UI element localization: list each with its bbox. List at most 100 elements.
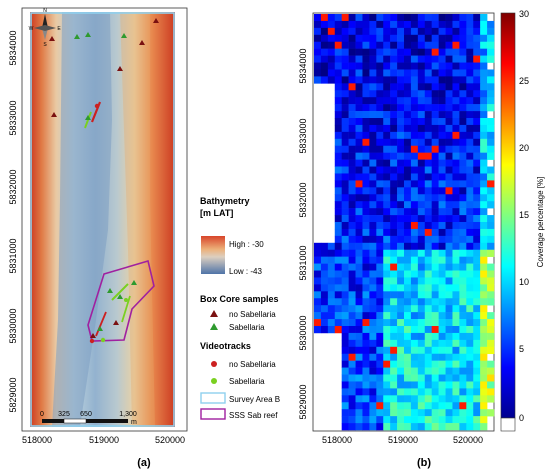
- heatmap-cell: [466, 416, 474, 424]
- heatmap-cell: [390, 249, 398, 257]
- heatmap-cell: [445, 90, 453, 98]
- heatmap-cell: [417, 215, 426, 223]
- heatmap-cell: [404, 270, 412, 278]
- heatmap-cell: [334, 55, 342, 63]
- heatmap-cell: [459, 332, 467, 341]
- heatmap-cell: [410, 48, 419, 56]
- heatmap-cell: [459, 222, 467, 230]
- heatmap-cell: [410, 41, 419, 49]
- heatmap-cell: [348, 360, 356, 368]
- heatmap-cell: [390, 104, 398, 112]
- heatmap-cell: [369, 97, 377, 105]
- heatmap-cell: [466, 319, 474, 327]
- heatmap-cell: [369, 416, 377, 424]
- heatmap-cell: [334, 83, 342, 91]
- heatmap-cell: [487, 395, 495, 403]
- heatmap-cell: [397, 367, 405, 375]
- heatmap-cell: [314, 55, 322, 63]
- heatmap-cell: [397, 381, 405, 389]
- heatmap-cell: [362, 291, 370, 299]
- heatmap-cell: [369, 367, 377, 375]
- heatmap-cell: [362, 339, 370, 348]
- heatmap-cell: [348, 48, 356, 56]
- heatmap-cell: [459, 118, 467, 126]
- heatmap-cell: [376, 263, 384, 271]
- heatmap-cell: [362, 388, 370, 396]
- heatmap-cell: [452, 152, 460, 160]
- heatmap-cell: [417, 180, 426, 188]
- heatmap-cell: [438, 180, 446, 188]
- heatmap-cell: [487, 367, 495, 375]
- heatmap-cell: [473, 332, 481, 341]
- colorbar-tick: 25: [519, 76, 529, 86]
- heatmap-cell: [417, 201, 426, 209]
- heatmap-cell: [417, 346, 426, 355]
- heatmap-cell: [417, 423, 426, 431]
- heatmap-cell: [445, 402, 453, 410]
- heatmap-cell: [431, 111, 439, 119]
- heatmap-cell: [417, 166, 426, 174]
- heatmap-cell: [487, 222, 495, 230]
- heatmap-cell: [341, 353, 349, 361]
- heatmap-cell: [445, 159, 453, 167]
- heatmap-cell: [466, 131, 474, 140]
- heatmap-cell: [438, 291, 446, 299]
- heatmap-cell: [397, 90, 405, 98]
- heatmap-cell: [390, 97, 398, 105]
- heatmap-cell: [466, 76, 474, 84]
- heatmap-cell: [410, 118, 419, 126]
- heatmap-cell: [334, 298, 342, 306]
- heatmap-cell: [452, 187, 460, 195]
- marker-sabellaria: [131, 280, 137, 285]
- heatmap-cell: [417, 83, 426, 91]
- heatmap-cell: [320, 291, 329, 299]
- heatmap-cell: [424, 20, 432, 29]
- heatmap-cell: [383, 34, 391, 43]
- heatmap-cell: [376, 284, 384, 292]
- heatmap-cell: [383, 388, 391, 396]
- heatmap-cell: [424, 284, 432, 292]
- heatmap-cell: [473, 298, 481, 306]
- heatmap-cell: [480, 48, 488, 56]
- heatmap-cell: [397, 242, 405, 251]
- heatmap-cell: [390, 124, 398, 133]
- heatmap-cell: [362, 62, 370, 70]
- heatmap-cell: [348, 104, 356, 112]
- heatmap-cell: [369, 41, 377, 49]
- colorbar-tick: 0: [519, 413, 524, 423]
- heatmap-cell: [390, 131, 398, 140]
- heatmap-cell: [424, 395, 432, 403]
- heatmap-cell: [480, 367, 488, 375]
- heatmap-cell: [466, 208, 474, 216]
- heatmap-cell: [334, 131, 342, 140]
- heatmap-cell: [452, 118, 460, 126]
- heatmap-cell: [390, 83, 398, 91]
- heatmap-cell: [362, 402, 370, 410]
- heatmap-cell: [480, 166, 488, 174]
- heatmap-cell: [348, 69, 356, 77]
- heatmap-cell: [452, 228, 460, 237]
- heatmap-cell: [438, 222, 446, 230]
- heatmap-cell: [369, 339, 377, 348]
- heatmap-cell: [348, 159, 356, 167]
- heatmap-cell: [320, 256, 329, 264]
- heatmap-cell: [355, 97, 363, 105]
- heatmap-cell: [438, 83, 446, 91]
- heatmap-cell: [348, 222, 356, 230]
- heatmap-cell: [348, 41, 356, 49]
- heatmap-cell: [445, 124, 453, 133]
- heatmap-cell: [473, 104, 481, 112]
- heatmap-cell: [369, 145, 377, 153]
- heatmap-cell: [452, 277, 460, 285]
- heatmap-cell: [341, 291, 349, 299]
- heatmap-cell: [376, 388, 384, 396]
- heatmap-cell: [334, 277, 342, 285]
- heatmap-cell: [417, 34, 426, 43]
- heatmap-cell: [369, 27, 377, 36]
- heatmap-cell: [466, 97, 474, 105]
- heatmap-cell: [376, 152, 384, 160]
- sss-sab-reef-polygon: [87, 259, 155, 342]
- heatmap-cell: [320, 55, 329, 63]
- heatmap-cell: [480, 145, 488, 153]
- heatmap-cell: [383, 416, 391, 424]
